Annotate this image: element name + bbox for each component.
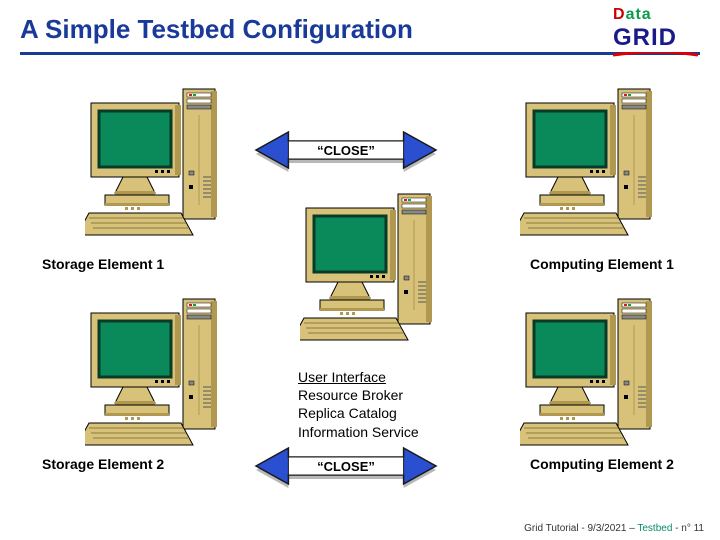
center-services: User Interface Resource Broker Replica C… xyxy=(298,368,419,441)
computer-ce1 xyxy=(520,85,670,245)
logo-d: D xyxy=(613,6,626,23)
slide: A Simple Testbed Configuration Data GRID… xyxy=(0,0,720,540)
logo-grid: GRID xyxy=(613,24,698,52)
datagrid-logo: Data GRID xyxy=(613,6,698,54)
service-resource-broker: Resource Broker xyxy=(298,386,419,404)
close-label-top: “CLOSE” xyxy=(288,143,403,158)
computer-se2 xyxy=(85,295,235,455)
title-underline xyxy=(20,52,700,55)
service-replica-catalog: Replica Catalog xyxy=(298,404,419,422)
computer-ce2 xyxy=(520,295,670,455)
footer-mid: – xyxy=(626,523,637,534)
computer-center xyxy=(300,190,450,350)
service-information-service: Information Service xyxy=(298,423,419,441)
footer: Grid Tutorial - 9/3/2021 – Testbed - n° … xyxy=(524,523,704,534)
label-se2: Storage Element 2 xyxy=(42,456,164,472)
logo-ata: ata xyxy=(626,6,652,23)
label-ce2: Computing Element 2 xyxy=(530,456,674,472)
footer-date: 9/3/2021 xyxy=(587,523,626,534)
service-user-interface: User Interface xyxy=(298,368,419,386)
footer-suffix: - n° 11 xyxy=(672,523,704,534)
footer-section: Testbed xyxy=(637,523,672,534)
label-ce1: Computing Element 1 xyxy=(530,256,674,272)
close-label-bottom: “CLOSE” xyxy=(288,459,403,474)
slide-title: A Simple Testbed Configuration xyxy=(20,14,413,45)
computer-se1 xyxy=(85,85,235,245)
footer-prefix: Grid Tutorial - xyxy=(524,523,587,534)
label-se1: Storage Element 1 xyxy=(42,256,164,272)
